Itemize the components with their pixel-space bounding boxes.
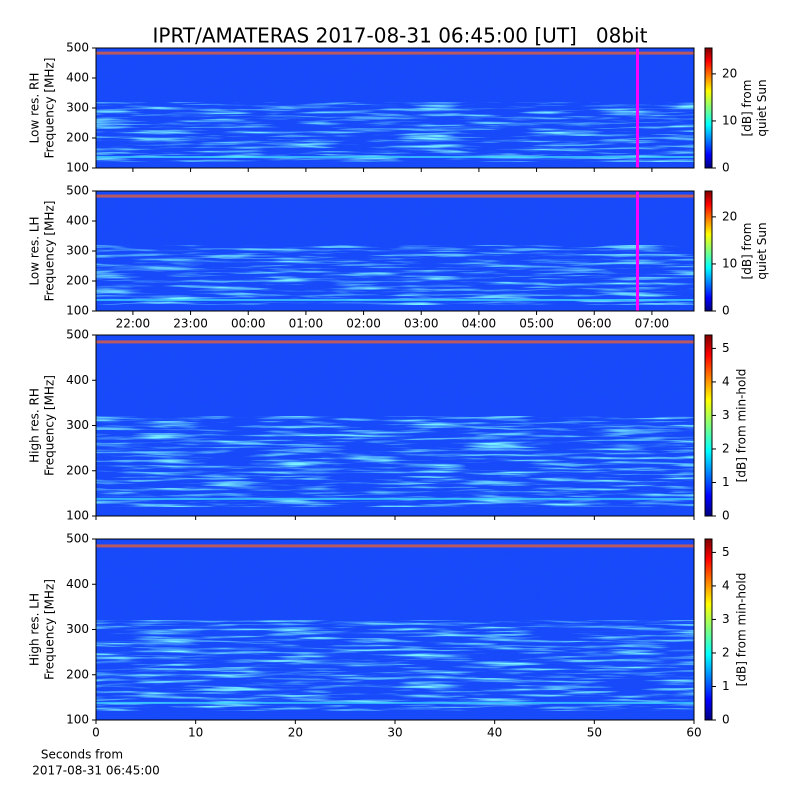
y-axis-label: Low res. LH bbox=[28, 216, 42, 285]
y-tick-label: 500 bbox=[66, 532, 89, 546]
spectrogram-band bbox=[96, 194, 694, 198]
colorbar-label: quiet Sun bbox=[755, 79, 769, 136]
colorbar bbox=[704, 190, 713, 312]
colorbar-label: [dB] from bbox=[740, 80, 754, 137]
y-axis-label: Frequency [MHz] bbox=[43, 201, 57, 302]
y-tick-label: 500 bbox=[66, 41, 89, 55]
spectrogram-emission bbox=[96, 620, 694, 711]
x-tick-label: 50 bbox=[587, 726, 602, 740]
colorbar-tick-label: 5 bbox=[722, 545, 730, 559]
colorbar bbox=[704, 334, 713, 517]
y-tick-label: 200 bbox=[66, 667, 89, 681]
colorbar-tick-label: 4 bbox=[722, 578, 730, 592]
y-tick-label: 300 bbox=[66, 244, 89, 258]
colorbar-label: quiet Sun bbox=[755, 222, 769, 279]
y-tick-label: 400 bbox=[66, 71, 89, 85]
colorbar-tick-label: 10 bbox=[722, 256, 737, 270]
colorbar-tick-label: 3 bbox=[722, 612, 730, 626]
y-axis-label: Frequency [MHz] bbox=[43, 375, 57, 476]
y-tick-label: 100 bbox=[66, 509, 89, 523]
y-tick-label: 500 bbox=[66, 328, 89, 342]
y-tick-label: 300 bbox=[66, 622, 89, 636]
y-tick-label: 400 bbox=[66, 373, 89, 387]
y-tick-label: 100 bbox=[66, 713, 89, 727]
colorbar-tick-label: 1 bbox=[722, 475, 730, 489]
x-tick-label: 01:00 bbox=[289, 317, 324, 331]
spectrogram-band bbox=[96, 701, 694, 704]
colorbar-tick-label: 4 bbox=[722, 374, 730, 388]
y-axis-label: Frequency [MHz] bbox=[43, 579, 57, 680]
y-tick-label: 500 bbox=[66, 184, 89, 198]
spectrogram-band bbox=[96, 544, 694, 548]
y-axis-label: High res. RH bbox=[28, 388, 42, 463]
y-tick-label: 400 bbox=[66, 577, 89, 591]
x-tick-label: 03:00 bbox=[404, 317, 439, 331]
y-axis-label: Low res. RH bbox=[28, 73, 42, 144]
x-tick-label: 40 bbox=[487, 726, 502, 740]
y-tick-label: 400 bbox=[66, 214, 89, 228]
spectrogram-band bbox=[96, 340, 694, 344]
x-tick-label: 04:00 bbox=[462, 317, 497, 331]
colorbar-label: [dB] from min-hold bbox=[735, 573, 749, 687]
y-tick-label: 200 bbox=[66, 463, 89, 477]
x-tick-label: 30 bbox=[387, 726, 402, 740]
y-tick-label: 300 bbox=[66, 101, 89, 115]
colorbar-tick-label: 2 bbox=[722, 645, 730, 659]
spectrogram-emission bbox=[96, 416, 694, 507]
x-tick-label: 07:00 bbox=[635, 317, 670, 331]
colorbar-tick-label: 0 bbox=[722, 304, 730, 318]
spectrogram-band bbox=[96, 299, 694, 301]
y-axis-label: Frequency [MHz] bbox=[43, 58, 57, 159]
y-tick-label: 100 bbox=[66, 161, 89, 175]
colorbar-tick-label: 1 bbox=[722, 679, 730, 693]
spectrogram-emission bbox=[96, 102, 694, 162]
y-tick-label: 100 bbox=[66, 304, 89, 318]
x-tick-label: 10 bbox=[188, 726, 203, 740]
x-tick-label: 22:00 bbox=[116, 317, 151, 331]
x-tick-label: 23:00 bbox=[173, 317, 208, 331]
colorbar-tick-label: 5 bbox=[722, 341, 730, 355]
x-tick-label: 0 bbox=[92, 726, 100, 740]
x-tick-label: 00:00 bbox=[231, 317, 266, 331]
colorbar-label: [dB] from bbox=[740, 223, 754, 280]
y-tick-label: 200 bbox=[66, 274, 89, 288]
colorbar-tick-label: 3 bbox=[722, 408, 730, 422]
x-tick-label: 60 bbox=[686, 726, 701, 740]
colorbar-tick-label: 10 bbox=[722, 113, 737, 127]
x-tick-label: 06:00 bbox=[577, 317, 612, 331]
x-tick-label: 02:00 bbox=[346, 317, 381, 331]
spectrogram-band bbox=[96, 497, 694, 500]
colorbar-tick-label: 2 bbox=[722, 441, 730, 455]
y-axis-label: High res. LH bbox=[28, 593, 42, 666]
colorbar-tick-label: 0 bbox=[722, 161, 730, 175]
y-tick-label: 200 bbox=[66, 131, 89, 145]
colorbar-tick-label: 20 bbox=[722, 66, 737, 80]
x-axis-label: Seconds from bbox=[41, 748, 123, 762]
figure-title: IPRT/AMATERAS 2017-08-31 06:45:00 [UT] 0… bbox=[153, 24, 648, 48]
colorbar-label: [dB] from min-hold bbox=[735, 369, 749, 483]
colorbar-tick-label: 0 bbox=[722, 509, 730, 523]
colorbar bbox=[704, 47, 713, 169]
colorbar bbox=[704, 538, 713, 721]
spectrogram-band bbox=[96, 51, 694, 55]
x-tick-label: 05:00 bbox=[519, 317, 554, 331]
spectrogram-emission bbox=[96, 245, 694, 305]
x-axis-label: 2017-08-31 06:45:00 bbox=[32, 764, 159, 778]
x-tick-label: 20 bbox=[288, 726, 303, 740]
y-tick-label: 300 bbox=[66, 418, 89, 432]
colorbar-tick-label: 0 bbox=[722, 713, 730, 727]
colorbar-tick-label: 20 bbox=[722, 209, 737, 223]
spectrogram-band bbox=[96, 156, 694, 158]
